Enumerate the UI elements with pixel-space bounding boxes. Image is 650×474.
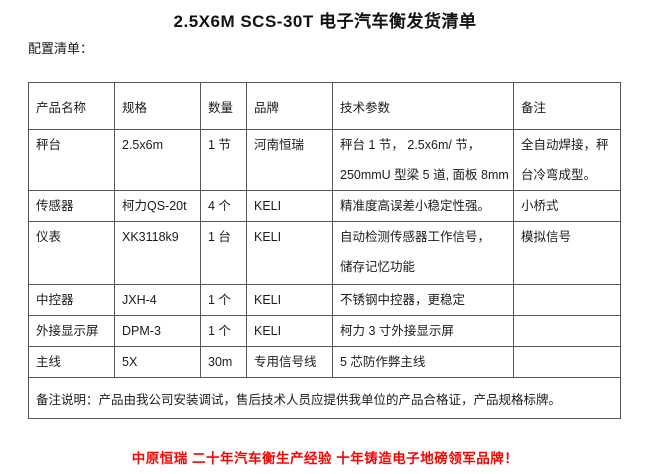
params-cell: 精准度高误差小稳定性强。: [332, 190, 514, 222]
note-cell: [513, 346, 621, 378]
table-row: 中控器 JXH-4 1 个 KELI 不锈钢中控器，更稳定: [28, 284, 621, 316]
footnote-cell: 备注说明：产品由我公司安装调试，售后技术人员应提供我单位的产品合格证，产品规格标…: [28, 377, 621, 419]
table-header-row: 产品名称 规格 数量 品牌 技术参数 备注: [28, 82, 621, 130]
spec-cell: 2.5x6m: [114, 129, 201, 191]
product-name-cell: 传感器: [28, 190, 115, 222]
brand-cell: 专用信号线: [246, 346, 333, 378]
product-name-cell: 秤台: [28, 129, 115, 191]
spec-cell: DPM-3: [114, 315, 201, 347]
qty-cell: 4 个: [200, 190, 247, 222]
brand-cell: KELI: [246, 190, 333, 222]
section-label: 配置清单：: [28, 41, 94, 56]
table-row: 仪表 XK3118k9 1 台 KELI 自动检测传感器工作信号， 储存记忆功能…: [28, 221, 621, 285]
product-name-cell: 主线: [28, 346, 115, 378]
column-header-brand: 品牌: [246, 82, 333, 130]
params-cell: 秤台 1 节， 2.5x6m/ 节， 250mmU 型梁 5 道, 面板 8mm: [332, 129, 514, 191]
note-cell: [513, 315, 621, 347]
table-row: 外接显示屏 DPM-3 1 个 KELI 柯力 3 寸外接显示屏: [28, 315, 621, 347]
params-cell: 自动检测传感器工作信号， 储存记忆功能: [332, 221, 514, 285]
spec-cell: JXH-4: [114, 284, 201, 316]
column-header-params: 技术参数: [332, 82, 514, 130]
product-name-cell: 外接显示屏: [28, 315, 115, 347]
brand-cell: KELI: [246, 284, 333, 316]
column-header-qty: 数量: [200, 82, 247, 130]
spec-cell: XK3118k9: [114, 221, 201, 285]
note-cell: 模拟信号: [513, 221, 621, 285]
spec-cell: 柯力QS-20t: [114, 190, 201, 222]
column-header-note: 备注: [513, 82, 621, 130]
brand-cell: KELI: [246, 315, 333, 347]
brand-cell: 河南恒瑞: [246, 129, 333, 191]
params-cell: 柯力 3 寸外接显示屏: [332, 315, 514, 347]
footer-slogan: 中原恒瑞 二十年汽车衡生产经验 十年铸造电子地磅领军品牌！: [131, 451, 519, 466]
spec-cell: 5X: [114, 346, 201, 378]
qty-cell: 1 台: [200, 221, 247, 285]
table-footnote-row: 备注说明：产品由我公司安装调试，售后技术人员应提供我单位的产品合格证，产品规格标…: [28, 377, 621, 419]
qty-cell: 30m: [200, 346, 247, 378]
product-name-cell: 仪表: [28, 221, 115, 285]
table-row: 秤台 2.5x6m 1 节 河南恒瑞 秤台 1 节， 2.5x6m/ 节， 25…: [28, 129, 621, 191]
page-title: 2.5X6M SCS-30T 电子汽车衡发货清单: [173, 12, 477, 31]
product-name-cell: 中控器: [28, 284, 115, 316]
note-cell: [513, 284, 621, 316]
config-table: 产品名称 规格 数量 品牌 技术参数 备注 秤台 2.5x6m 1 节 河南恒瑞…: [28, 82, 621, 419]
params-cell: 5 芯防作弊主线: [332, 346, 514, 378]
table-row: 传感器 柯力QS-20t 4 个 KELI 精准度高误差小稳定性强。 小桥式: [28, 190, 621, 222]
note-cell: 全自动焊接，秤 台冷弯成型。: [513, 129, 621, 191]
qty-cell: 1 个: [200, 315, 247, 347]
note-cell: 小桥式: [513, 190, 621, 222]
table-row: 主线 5X 30m 专用信号线 5 芯防作弊主线: [28, 346, 621, 378]
qty-cell: 1 节: [200, 129, 247, 191]
qty-cell: 1 个: [200, 284, 247, 316]
column-header-spec: 规格: [114, 82, 201, 130]
params-cell: 不锈钢中控器，更稳定: [332, 284, 514, 316]
column-header-product: 产品名称: [28, 82, 115, 130]
brand-cell: KELI: [246, 221, 333, 285]
